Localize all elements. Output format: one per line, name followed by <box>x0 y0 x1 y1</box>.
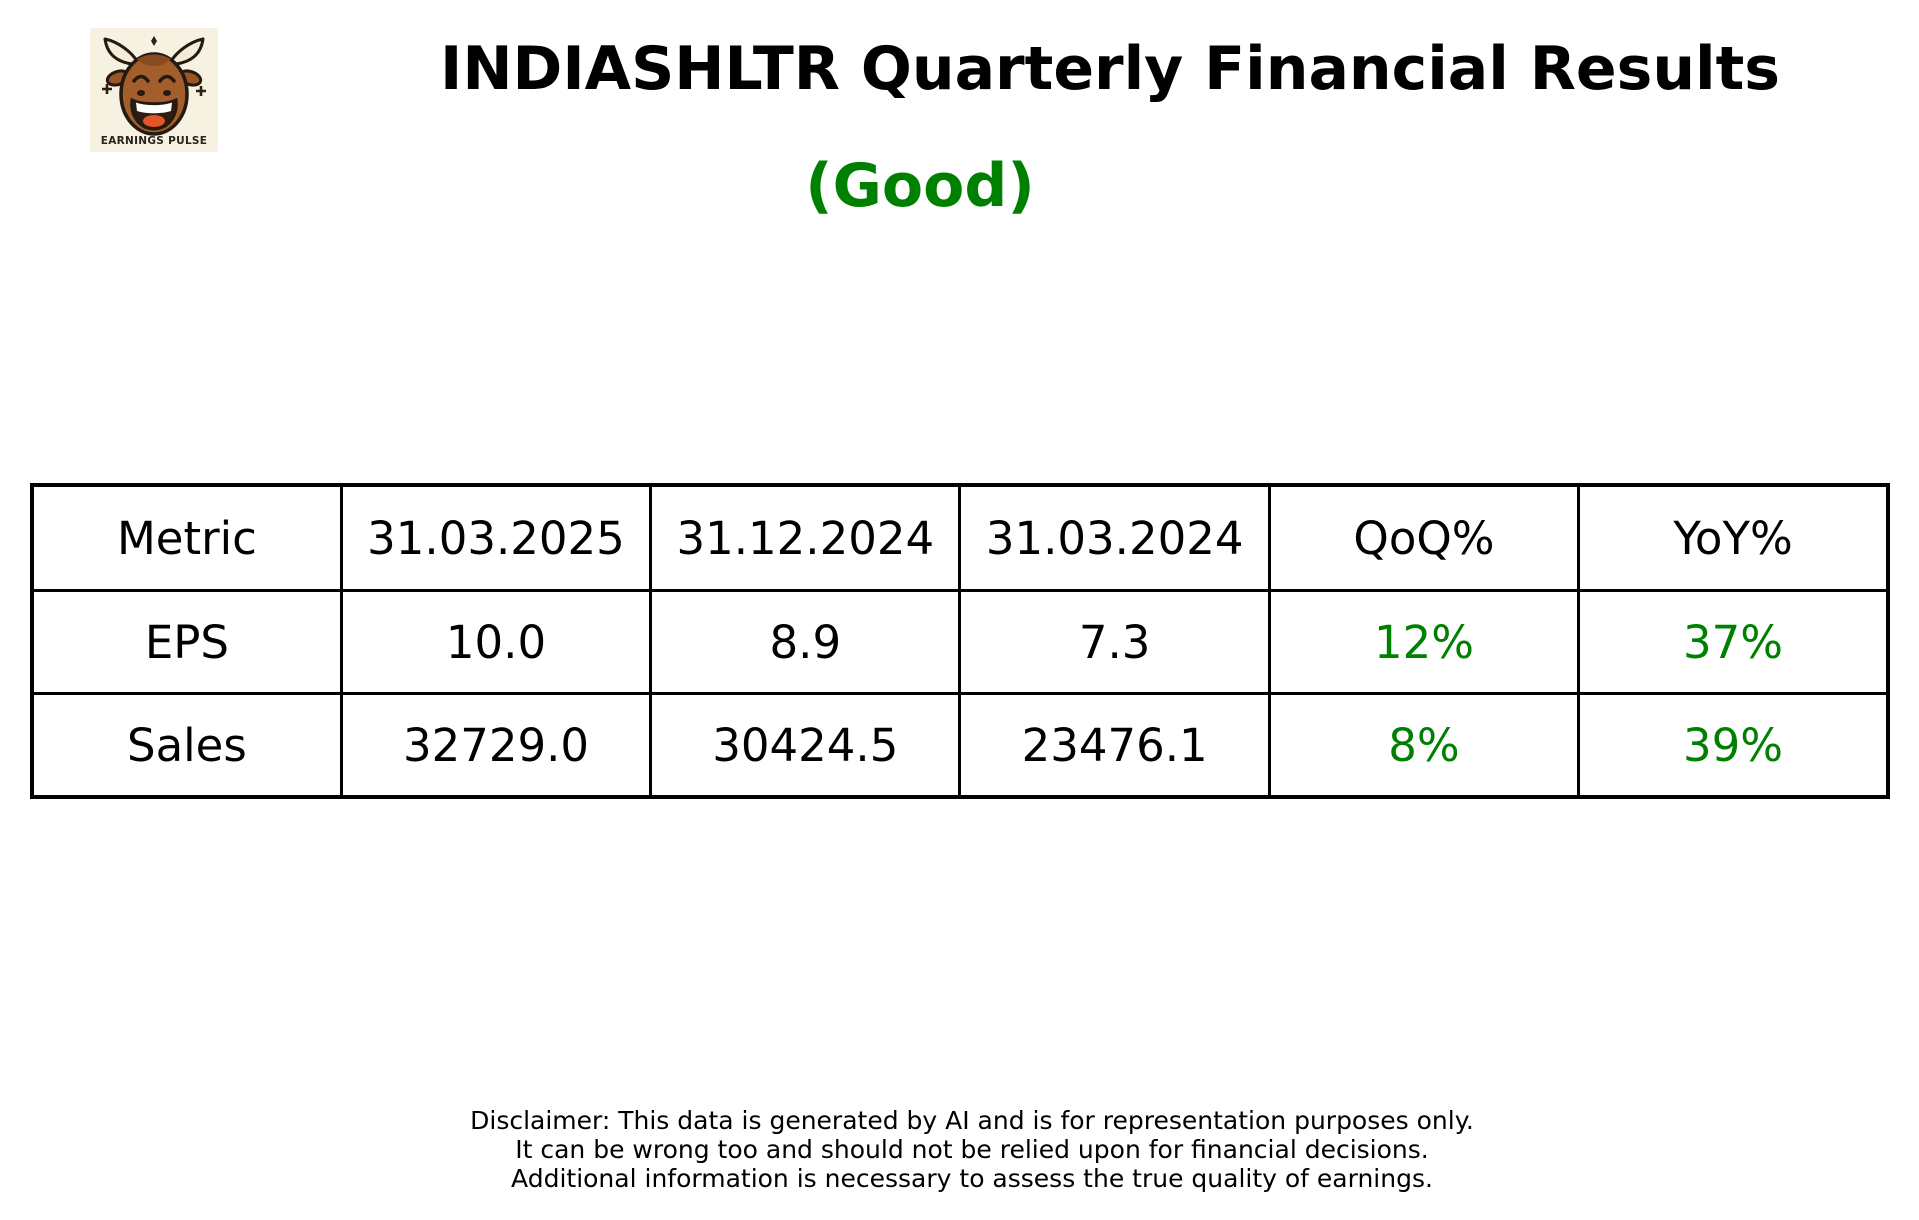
bull-nostril-left <box>137 90 145 96</box>
column-header-qoq: QoQ% <box>1267 483 1581 592</box>
column-header-q-current: 31.03.2025 <box>339 483 653 592</box>
disclaimer-line: Disclaimer: This data is generated by AI… <box>470 1106 1474 1135</box>
table-cell: 7.3 <box>958 589 1271 695</box>
row-label: Sales <box>30 692 343 799</box>
column-header-metric: Metric <box>30 483 343 592</box>
table-cell-qoq: 12% <box>1267 589 1581 695</box>
bull-teeth <box>136 102 172 114</box>
bull-horn-left <box>103 37 139 66</box>
column-header-q-previous: 31.12.2024 <box>649 483 962 592</box>
earnings-pulse-logo: EARNINGS PULSE <box>90 28 218 152</box>
header-row: Metric 31.03.2025 31.12.2024 31.03.2024 … <box>30 483 1890 592</box>
bull-eye-right <box>158 74 176 83</box>
disclaimer-line: Additional information is necessary to a… <box>511 1164 1433 1193</box>
bull-icon: EARNINGS PULSE <box>90 28 218 152</box>
table-cell: 8.9 <box>649 589 962 695</box>
row-label: EPS <box>30 589 343 695</box>
table-cell: 23476.1 <box>958 692 1271 799</box>
page-title: INDIASHLTR Quarterly Financial Results <box>439 34 1781 104</box>
column-header-yoy: YoY% <box>1577 483 1890 592</box>
bull-forelock <box>137 54 171 66</box>
bull-nostril-right <box>163 90 171 96</box>
table-cell-qoq: 8% <box>1267 692 1581 799</box>
results-table: Metric 31.03.2025 31.12.2024 31.03.2024 … <box>30 483 1890 799</box>
sparkle-icon <box>102 84 112 94</box>
table-cell: 10.0 <box>339 589 653 695</box>
table-cell: 32729.0 <box>339 692 653 799</box>
table-cell-yoy: 39% <box>1577 692 1890 799</box>
column-header-q-yearago: 31.03.2024 <box>958 483 1271 592</box>
sparkle-icon <box>151 36 157 46</box>
rating-badge: (Good) <box>805 151 1035 221</box>
table-cell-yoy: 37% <box>1577 589 1890 695</box>
disclaimer: Disclaimer: This data is generated by AI… <box>470 1106 1474 1193</box>
logo-caption: EARNINGS PULSE <box>101 135 208 147</box>
table-row-sales: Sales 32729.0 30424.5 23476.1 8% 39% <box>30 692 1890 799</box>
disclaimer-line: It can be wrong too and should not be re… <box>515 1135 1429 1164</box>
table-row-eps: EPS 10.0 8.9 7.3 12% 37% <box>30 589 1890 695</box>
bull-horn-right <box>169 37 205 66</box>
bull-tongue <box>143 115 165 127</box>
sparkle-icon <box>196 86 206 96</box>
table-cell: 30424.5 <box>649 692 962 799</box>
bull-eye-left <box>132 74 150 83</box>
